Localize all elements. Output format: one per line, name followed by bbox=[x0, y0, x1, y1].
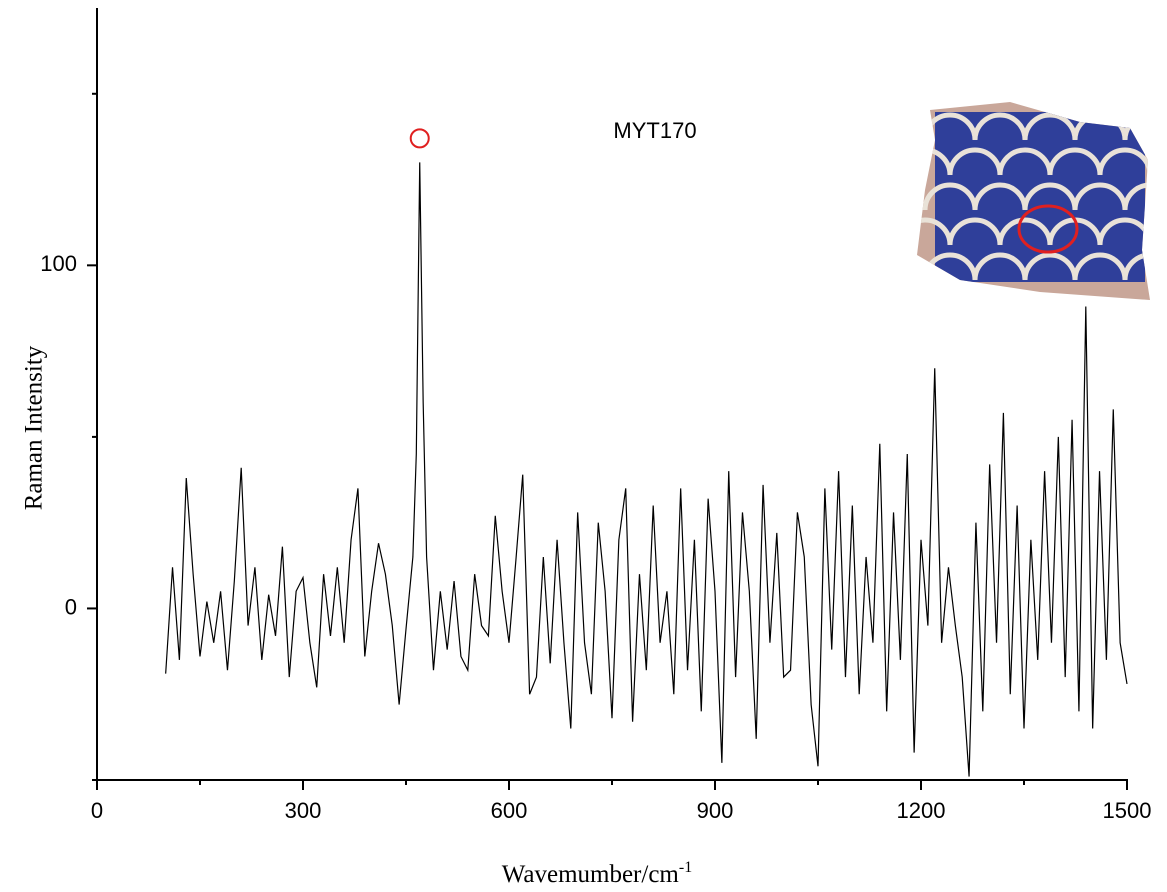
x-label-text: Wavemumber/cm bbox=[502, 861, 680, 888]
x-label-sup: -1 bbox=[679, 859, 692, 876]
y-axis-label: Raman Intensity bbox=[21, 345, 48, 510]
annotation: MYT170 bbox=[613, 118, 696, 143]
spectrum-line bbox=[165, 162, 1128, 777]
x-tick-label: 300 bbox=[285, 798, 322, 823]
x-tick-label: 600 bbox=[491, 798, 528, 823]
x-tick-label: 1200 bbox=[897, 798, 946, 823]
x-tick-label: 1500 bbox=[1103, 798, 1152, 823]
y-tick-label: 0 bbox=[65, 594, 77, 619]
x-tick-label: 0 bbox=[91, 798, 103, 823]
y-tick-label: 100 bbox=[40, 251, 77, 276]
inset-photo bbox=[917, 102, 1150, 300]
x-axis-label: Wavemumber/cm-1 bbox=[502, 859, 692, 888]
x-tick-label: 900 bbox=[697, 798, 734, 823]
peak-marker bbox=[409, 128, 430, 149]
